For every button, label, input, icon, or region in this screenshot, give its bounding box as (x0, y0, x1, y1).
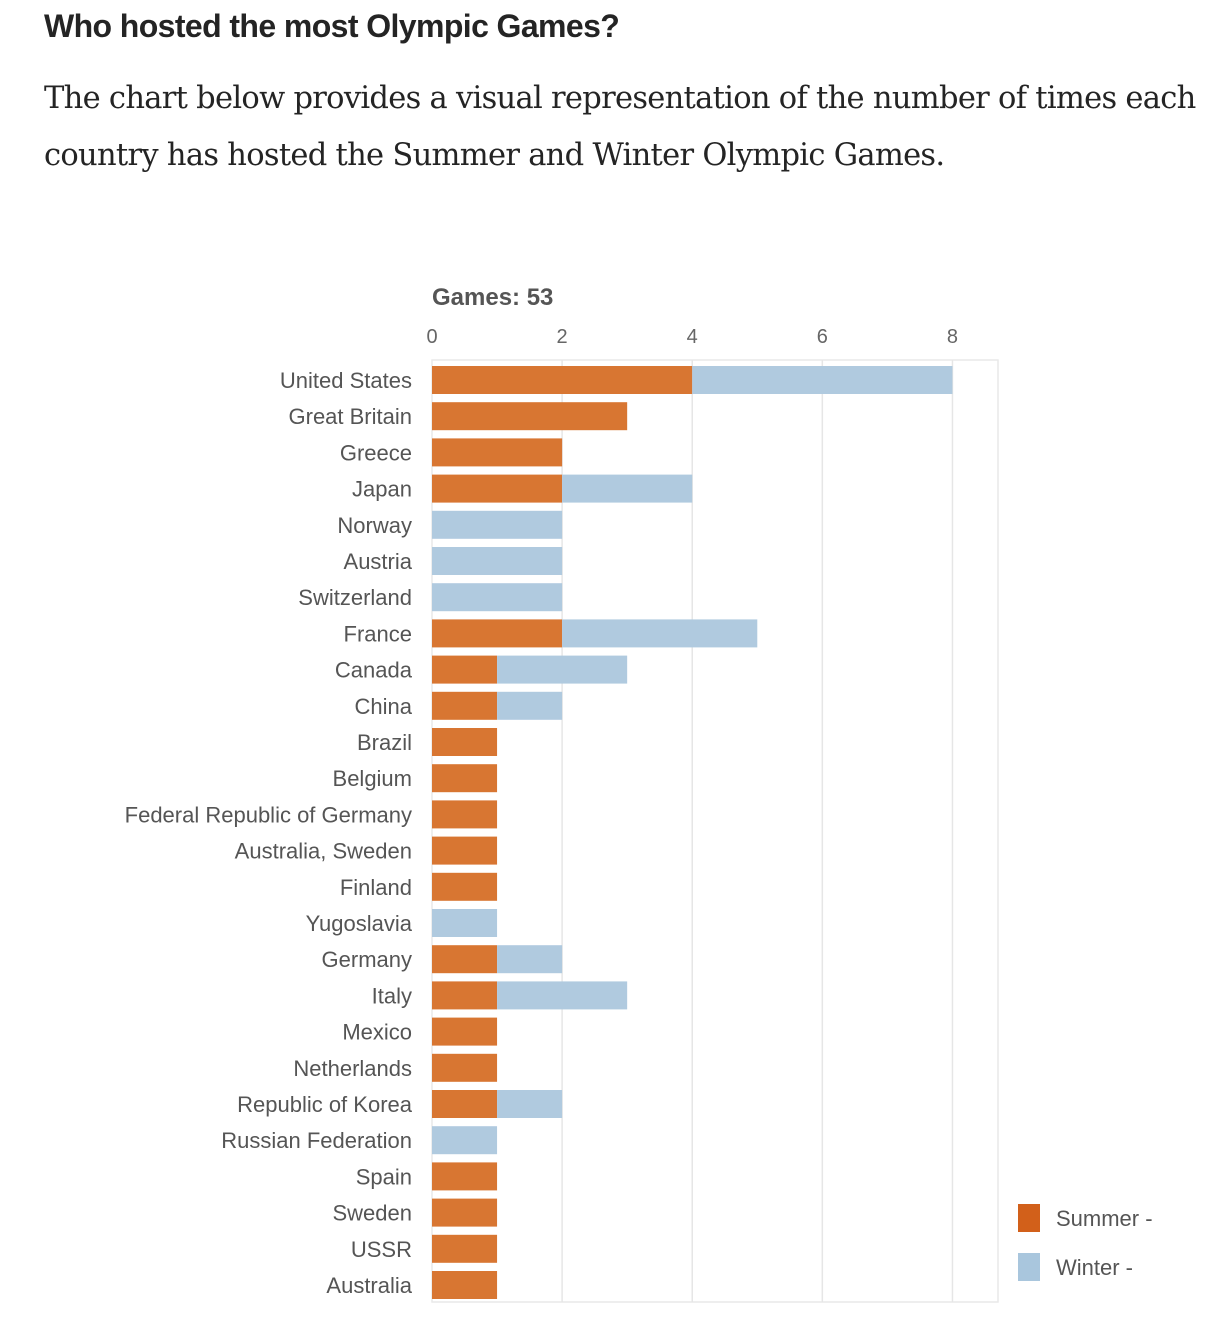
bar-winter (497, 1090, 563, 1118)
bar-winter (497, 655, 628, 684)
plot-area (431, 359, 999, 1303)
category-label: Republic of Korea (237, 1092, 413, 1117)
category-label: France (344, 621, 412, 646)
category-label: Belgium (333, 766, 412, 791)
gridlines (561, 360, 954, 1302)
category-label: Netherlands (293, 1056, 412, 1081)
category-label: Japan (352, 477, 412, 502)
category-label: Norway (337, 513, 412, 538)
x-tick-label: 4 (687, 326, 698, 348)
bar-summer (432, 1198, 498, 1227)
legend: Summer - Winter - (1018, 1204, 1153, 1281)
chart-title: Games: 53 (432, 284, 553, 311)
category-label: Canada (335, 658, 413, 683)
bar-summer (432, 438, 563, 467)
category-label: Spain (356, 1164, 412, 1189)
bar-summer (432, 474, 563, 503)
category-label: Australia, Sweden (235, 839, 412, 864)
bar-summer (432, 691, 498, 720)
category-label: China (355, 694, 413, 719)
bar-winter (432, 547, 563, 575)
bar-winter (497, 691, 563, 720)
bar-winter (497, 945, 563, 974)
category-labels: United States Great Britain Greece Japan Nor… (125, 368, 413, 1298)
x-tick-label: 8 (947, 326, 958, 348)
category-label: Brazil (357, 730, 412, 755)
category-label: Germany (322, 947, 412, 972)
category-label: Italy (372, 983, 412, 1008)
bar-winter (562, 474, 693, 503)
bar-summer (432, 872, 498, 901)
bar-summer (432, 366, 693, 394)
bar-summer (432, 1162, 498, 1191)
category-label: Finland (340, 875, 412, 900)
bar-summer (432, 1017, 498, 1046)
bar-summer (432, 1090, 498, 1118)
bar-summer (432, 1271, 498, 1299)
category-label: Austria (344, 549, 413, 574)
bar-summer (432, 836, 498, 865)
category-label: USSR (351, 1237, 412, 1262)
bar-summer (432, 655, 498, 684)
bar-summer (432, 800, 498, 829)
bar-winter (432, 1126, 498, 1155)
bar-summer (432, 619, 563, 648)
x-tick-label: 2 (557, 326, 568, 348)
x-tick-label: 6 (817, 326, 828, 348)
bar-summer (432, 945, 498, 974)
article-paragraph: The chart below provides a visual repres… (44, 81, 1196, 173)
legend-swatch-summer (1018, 1204, 1040, 1232)
category-label: Australia (326, 1273, 412, 1298)
bar-winter (432, 510, 563, 539)
category-label: Yugoslavia (306, 911, 413, 936)
article-heading: Who hosted the most Olympic Games? (44, 8, 620, 44)
bar-summer (432, 1053, 498, 1082)
bar-summer (432, 1234, 498, 1263)
category-label: Mexico (342, 1020, 412, 1045)
category-label: Federal Republic of Germany (125, 802, 412, 827)
bar-summer (432, 764, 498, 793)
bar-summer (432, 981, 498, 1010)
x-axis-ticks: 0 2 4 6 8 (426, 326, 958, 348)
legend-swatch-winter (1018, 1253, 1040, 1281)
category-label: Russian Federation (221, 1128, 412, 1153)
bar-winter (692, 366, 953, 394)
bar-winter (432, 583, 563, 612)
category-label: Great Britain (289, 404, 413, 429)
bar-winter (432, 909, 498, 937)
category-label: Sweden (332, 1201, 412, 1226)
legend-label-winter: Winter - (1056, 1255, 1133, 1280)
category-label: United States (280, 368, 412, 393)
bar-summer (432, 402, 628, 431)
category-label: Switzerland (298, 585, 412, 610)
bar-winter (497, 981, 628, 1010)
bar-summer (432, 728, 498, 756)
x-tick-label: 0 (426, 326, 437, 348)
legend-label-summer: Summer - (1056, 1206, 1153, 1231)
bars (432, 366, 953, 1299)
bar-winter (562, 619, 758, 648)
category-label: Greece (340, 440, 412, 465)
